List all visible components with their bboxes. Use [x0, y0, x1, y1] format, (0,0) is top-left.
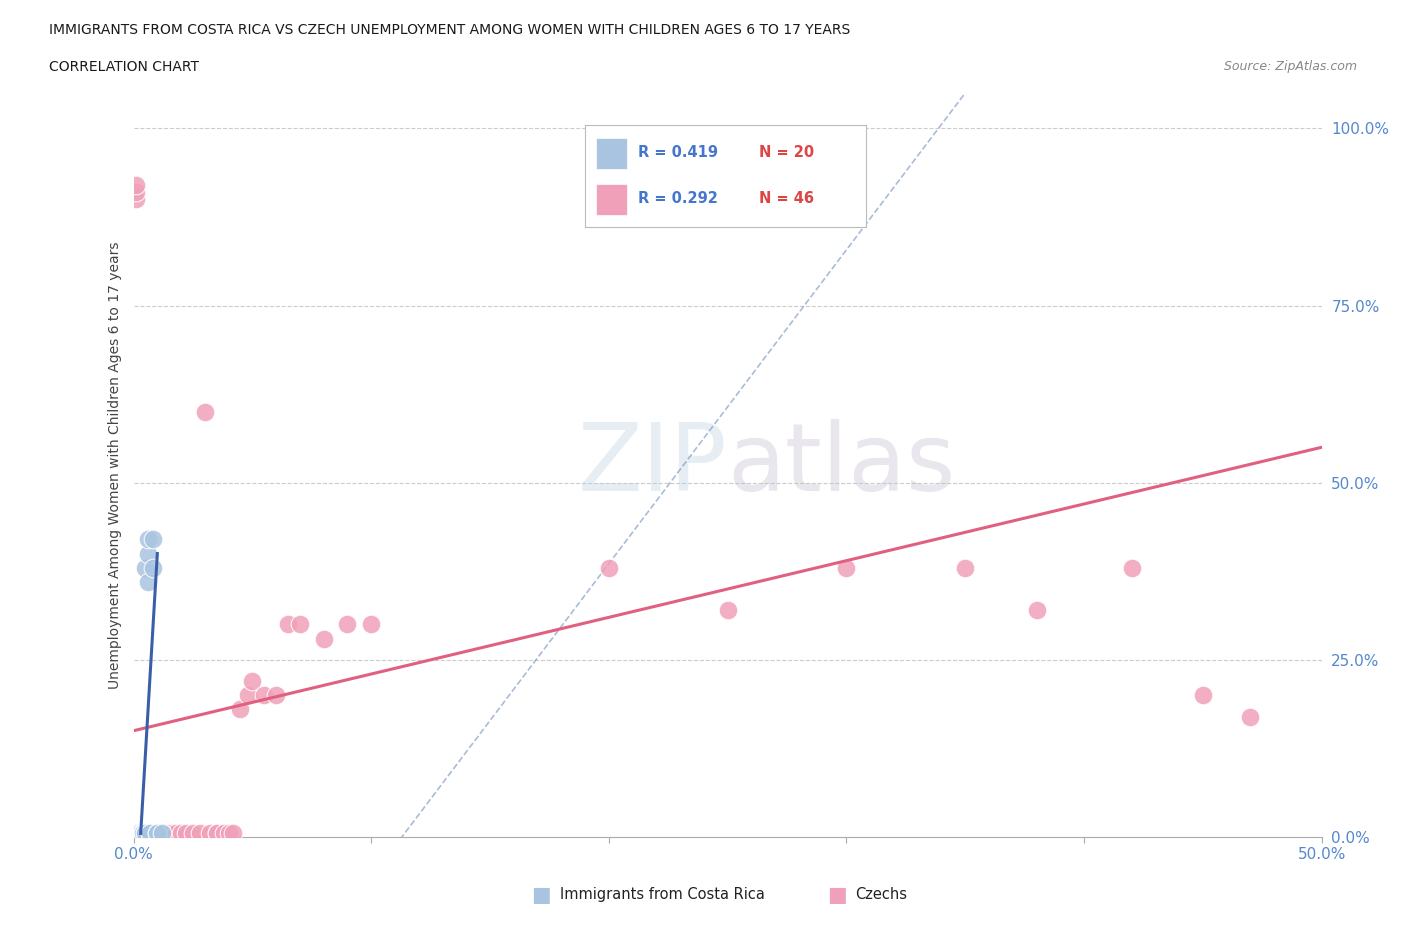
Point — [125, 192, 148, 206]
Point — [142, 826, 165, 841]
Point — [132, 826, 155, 841]
Point — [139, 826, 162, 841]
Point — [136, 546, 159, 561]
Point — [125, 178, 148, 193]
Point — [253, 688, 276, 703]
Point — [132, 826, 155, 841]
Point — [170, 826, 193, 841]
Point — [129, 826, 152, 841]
FancyBboxPatch shape — [596, 184, 627, 215]
Point — [312, 631, 335, 646]
Point — [136, 575, 159, 590]
Point — [1121, 560, 1143, 575]
Point — [336, 617, 359, 631]
Point — [134, 826, 156, 841]
Point — [1239, 709, 1261, 724]
Point — [132, 826, 155, 841]
Point — [205, 826, 228, 841]
Point — [134, 560, 156, 575]
Text: atlas: atlas — [728, 419, 956, 511]
Point — [136, 532, 159, 547]
Point — [264, 688, 287, 703]
Point — [212, 826, 235, 841]
Text: R = 0.419: R = 0.419 — [638, 145, 718, 160]
Point — [132, 826, 155, 841]
Point — [198, 826, 221, 841]
Point — [136, 826, 159, 841]
Point — [188, 826, 211, 841]
Text: ZIP: ZIP — [578, 419, 728, 511]
Point — [150, 826, 173, 841]
FancyBboxPatch shape — [596, 138, 627, 168]
Point — [953, 560, 976, 575]
Text: R = 0.292: R = 0.292 — [638, 191, 718, 206]
Text: ■: ■ — [531, 884, 551, 905]
Point — [222, 826, 245, 841]
Point — [205, 826, 228, 841]
Text: Source: ZipAtlas.com: Source: ZipAtlas.com — [1223, 60, 1357, 73]
Point — [146, 826, 169, 841]
Point — [277, 617, 299, 631]
Point — [165, 826, 187, 841]
Point — [174, 826, 197, 841]
Point — [181, 826, 204, 841]
Text: Czechs: Czechs — [855, 887, 907, 902]
Point — [717, 603, 740, 618]
Text: ■: ■ — [827, 884, 846, 905]
Point — [132, 826, 155, 841]
Text: Immigrants from Costa Rica: Immigrants from Costa Rica — [560, 887, 765, 902]
Point — [288, 617, 311, 631]
Point — [150, 826, 173, 841]
Text: IMMIGRANTS FROM COSTA RICA VS CZECH UNEMPLOYMENT AMONG WOMEN WITH CHILDREN AGES : IMMIGRANTS FROM COSTA RICA VS CZECH UNEM… — [49, 23, 851, 37]
Point — [127, 826, 149, 841]
Point — [242, 673, 264, 688]
Point — [146, 826, 169, 841]
Point — [150, 826, 173, 841]
Point — [360, 617, 382, 631]
Text: N = 46: N = 46 — [759, 191, 814, 206]
Point — [835, 560, 858, 575]
Point — [157, 826, 180, 841]
Point — [1191, 688, 1213, 703]
Point — [139, 826, 162, 841]
Point — [218, 826, 240, 841]
Point — [1025, 603, 1047, 618]
Point — [146, 826, 169, 841]
Point — [142, 532, 165, 547]
Point — [125, 185, 148, 200]
Text: CORRELATION CHART: CORRELATION CHART — [49, 60, 200, 74]
Point — [229, 702, 252, 717]
Point — [146, 826, 169, 841]
Point — [598, 560, 620, 575]
Point — [127, 826, 149, 841]
Point — [139, 826, 162, 841]
Point — [132, 826, 155, 841]
Point — [129, 826, 152, 841]
Point — [150, 826, 173, 841]
Point — [142, 560, 165, 575]
Point — [160, 826, 183, 841]
Point — [194, 405, 217, 419]
Y-axis label: Unemployment Among Women with Children Ages 6 to 17 years: Unemployment Among Women with Children A… — [108, 241, 122, 689]
Text: N = 20: N = 20 — [759, 145, 814, 160]
Point — [236, 688, 259, 703]
Point — [134, 826, 156, 841]
